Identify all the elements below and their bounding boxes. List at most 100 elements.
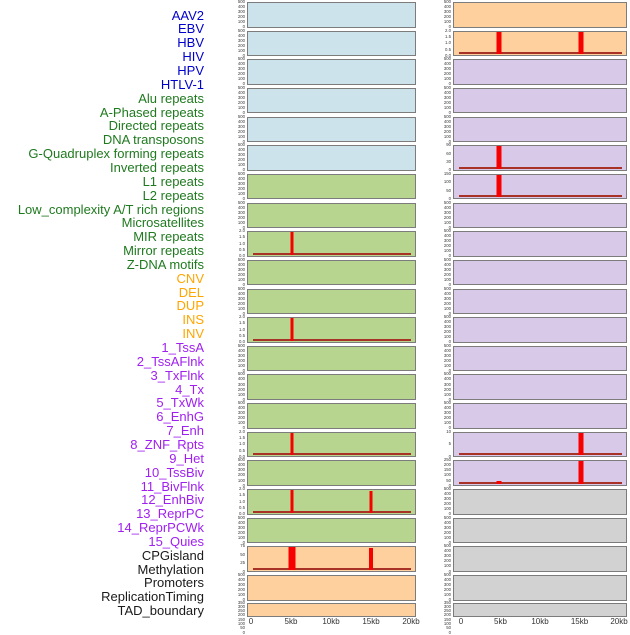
- signal-spike-5kb: [290, 432, 294, 456]
- y-tick-label: 100: [237, 47, 245, 53]
- y-tick-label: 50: [446, 477, 451, 483]
- y-axis-ticks-directed-repeats: 2.0 1.5 1.0 0.5 0.0: [199, 228, 245, 259]
- y-tick-label: 0.5: [239, 504, 245, 510]
- y-tick-label: 200: [443, 329, 451, 335]
- y-tick-label: 200: [237, 128, 245, 134]
- y-tick-label: 300: [237, 123, 245, 129]
- signal-baseline: [459, 481, 622, 484]
- y-tick-label: 10: [446, 428, 451, 434]
- y-tick-label: 0: [448, 453, 451, 459]
- y-tick-label: 0: [448, 425, 451, 431]
- track-panel-htlv-1: [247, 145, 416, 171]
- y-tick-label: 500: [443, 486, 451, 492]
- y-tick-label: 0.0: [445, 52, 451, 58]
- feature-label-inverted-repeats: Inverted repeats: [110, 159, 204, 175]
- y-tick-label: 400: [237, 32, 245, 38]
- signal-spike-5kb: [496, 174, 502, 198]
- y-tick-label: 300: [237, 524, 245, 530]
- y-tick-label: 0: [448, 138, 451, 144]
- y-tick-label: 200: [443, 214, 451, 220]
- y-tick-label: 2.0: [239, 228, 245, 234]
- y-axis-ticks-a-phased-repeats: 500 400 300 200 100 0: [199, 200, 245, 231]
- y-tick-label: 400: [443, 405, 451, 411]
- y-tick-label: 400: [443, 577, 451, 583]
- signal-spike-5kb: [496, 31, 502, 55]
- y-axis-ticks-hbv: 500 400 300 200 100 0: [199, 56, 245, 87]
- y-tick-label: 200: [237, 300, 245, 306]
- y-axis-ticks-methylation: 500 400 300 200 100 0: [405, 515, 451, 546]
- y-tick-label: 300: [237, 582, 245, 588]
- y-tick-label: 50: [446, 187, 451, 193]
- feature-label-6-enhg: 6_EnhG: [156, 409, 204, 425]
- track-panel-g-quadruplex-forming-repeats: [247, 288, 416, 314]
- x-axis-label-15kb: 15kb: [362, 617, 380, 626]
- y-tick-label: 200: [443, 558, 451, 564]
- y-tick-label: 0: [242, 396, 245, 402]
- y-tick-label: 500: [443, 371, 451, 377]
- y-axis-ticks-10-tssbiv: 500 400 300 200 100 0: [405, 314, 451, 345]
- y-axis-ticks-6-enhg: 500 400 300 200 100 0: [405, 199, 451, 231]
- y-tick-label: 300: [443, 9, 451, 15]
- y-tick-label: 0: [448, 482, 451, 488]
- y-tick-label: 500: [443, 199, 451, 205]
- y-tick-label: 200: [443, 529, 451, 535]
- y-tick-label: 300: [443, 603, 451, 609]
- y-tick-label: 200: [443, 587, 451, 593]
- track-panel-methylation: [453, 517, 627, 544]
- y-tick-label: 400: [237, 577, 245, 583]
- y-tick-label: 0: [242, 224, 245, 230]
- y-axis-ticks-g-quadruplex-forming-repeats: 500 400 300 200 100 0: [199, 286, 245, 317]
- feature-label-5-txwk: 5_TxWk: [156, 395, 204, 411]
- y-tick-label: 200: [237, 271, 245, 277]
- y-tick-label: 200: [443, 612, 451, 618]
- feature-label-1-tssa: 1_TssA: [161, 340, 204, 355]
- track-panel-mirror-repeats: [247, 489, 416, 515]
- y-tick-label: 0: [242, 597, 245, 603]
- feature-label-11-bivflnk: 11_BivFlnk: [140, 478, 204, 494]
- y-axis-ticks-2-tssaflnk: 500 400 300 200 100 0: [405, 85, 451, 116]
- y-axis-ticks-8-znf-rpts: 500 400 300 200 100 0: [405, 257, 451, 288]
- y-axis-ticks-5-txwk: 150 100 50 0: [405, 171, 451, 202]
- y-tick-label: 100: [443, 334, 451, 340]
- y-tick-label: 100: [443, 391, 451, 397]
- y-axis-ticks-15-quies: 250 200 150 100 50 0: [405, 458, 451, 488]
- feature-label-methylation: Methylation: [137, 561, 204, 577]
- y-tick-label: 25: [240, 560, 245, 566]
- y-tick-label: 500: [237, 371, 245, 377]
- y-tick-label: 200: [237, 587, 245, 593]
- y-tick-label: 300: [443, 209, 451, 215]
- y-tick-label: 200: [443, 100, 451, 106]
- track-panel-11-bivflnk: [453, 345, 627, 372]
- y-axis-ticks-13-reprpc: 500 400 300 200 100 0: [405, 400, 451, 431]
- signal-baseline: [253, 252, 411, 255]
- y-tick-label: 0: [242, 24, 245, 30]
- y-tick-label: 300: [443, 381, 451, 387]
- y-axis-ticks-11-bivflnk: 500 400 300 200 100 0: [405, 343, 451, 374]
- y-tick-label: 200: [443, 386, 451, 392]
- track-panel-microsatellites: [247, 431, 416, 458]
- feature-label-a-phased-repeats: A-Phased repeats: [99, 104, 204, 120]
- track-panel-alu-repeats: [247, 173, 416, 200]
- y-tick-label: 500: [237, 342, 245, 348]
- y-tick-label: 100: [443, 179, 451, 185]
- y-tick-label: 200: [443, 415, 451, 421]
- y-tick-label: 100: [443, 620, 451, 626]
- feature-label-cpgisland: CPGisland: [141, 547, 204, 563]
- y-tick-label: 100: [443, 19, 451, 25]
- y-tick-label: 0.0: [239, 453, 245, 459]
- y-tick-label: 300: [443, 324, 451, 330]
- signal-baseline: [459, 453, 622, 456]
- signal-spike-5kb: [290, 318, 294, 341]
- y-tick-label: 0: [242, 425, 245, 431]
- track-panel-inverted-repeats: [247, 317, 416, 343]
- y-tick-label: 200: [237, 472, 245, 478]
- y-tick-label: 100: [443, 219, 451, 225]
- y-axis-ticks-microsatellites: 2.0 1.5 1.0 0.5 0.0: [199, 429, 245, 460]
- x-axis-label-0: 0: [458, 617, 464, 626]
- feature-label-l1-repeats: L1 repeats: [142, 173, 204, 189]
- signal-baseline: [253, 567, 411, 570]
- y-tick-label: 200: [443, 501, 451, 507]
- y-tick-label: 200: [237, 42, 245, 48]
- signal-spike-5kb: [496, 481, 502, 484]
- y-axis-ticks-alu-repeats: 500 400 300 200 100 0: [199, 171, 245, 202]
